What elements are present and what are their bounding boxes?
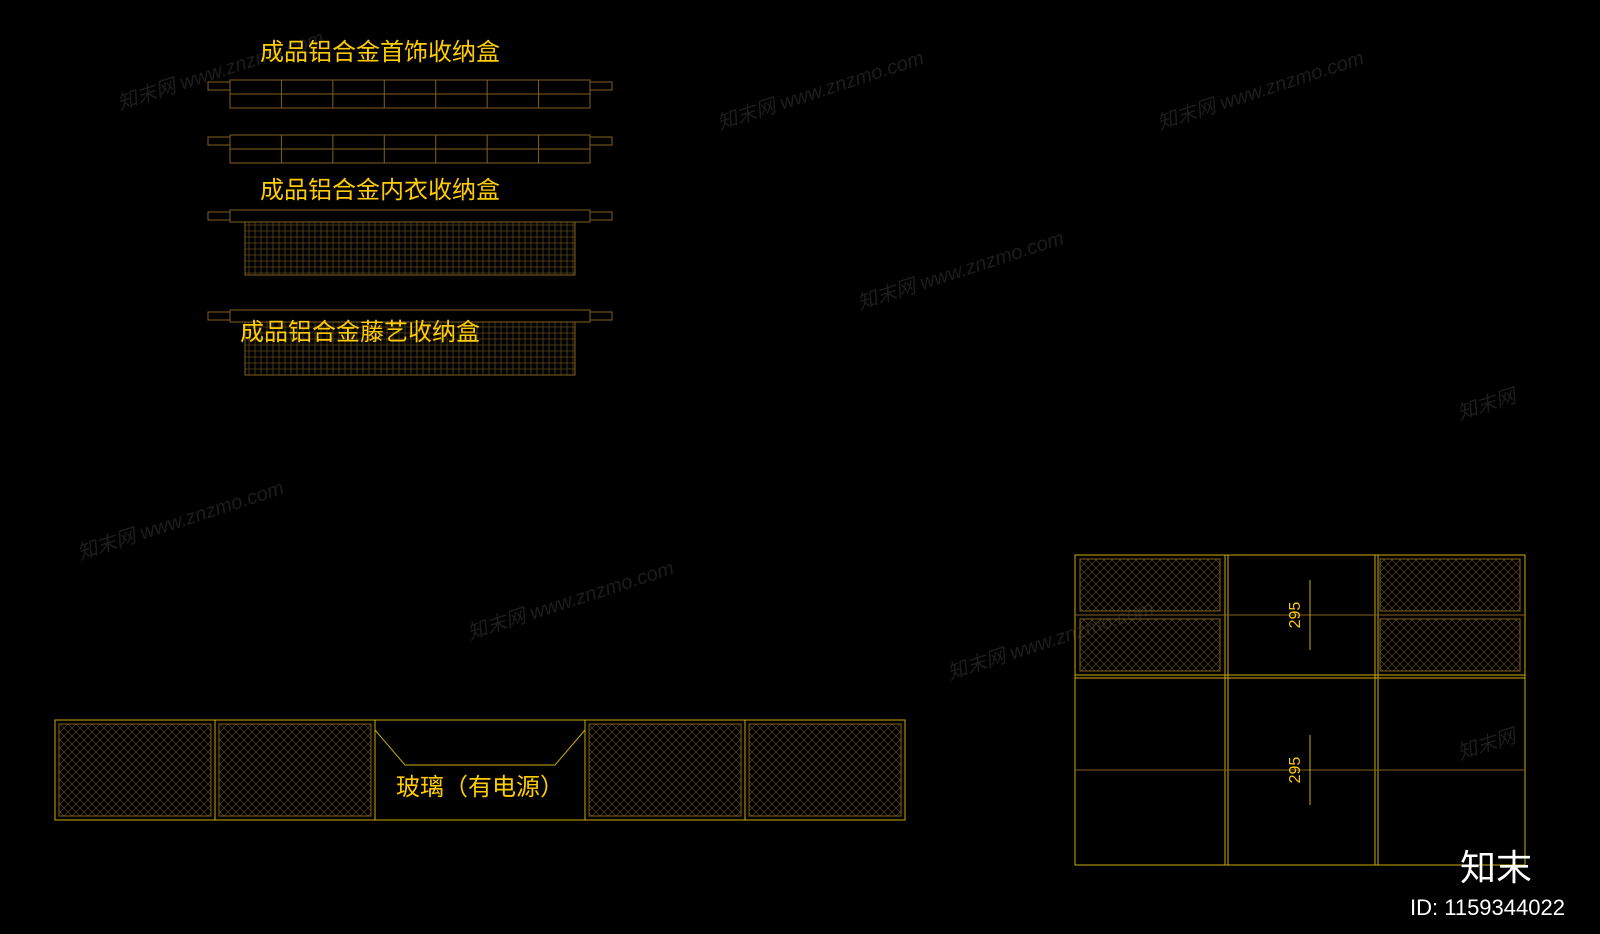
svg-text:成品铝合金内衣收纳盒: 成品铝合金内衣收纳盒 bbox=[260, 177, 500, 204]
svg-text:知末网 www.znzmo.com: 知末网 www.znzmo.com bbox=[855, 227, 1067, 315]
wide-cabinet-group: 玻璃（有电源） bbox=[55, 720, 905, 820]
storage-boxes-group: 成品铝合金首饰收纳盒成品铝合金内衣收纳盒成品铝合金藤艺收纳盒 bbox=[208, 39, 612, 375]
svg-text:295: 295 bbox=[1287, 757, 1304, 784]
watermark-layer: 知末网 www.znzmo.com 知末网 www.znzmo.com 知末网 ww… bbox=[75, 27, 1522, 765]
svg-text:成品铝合金首饰收纳盒: 成品铝合金首饰收纳盒 bbox=[260, 39, 500, 66]
svg-text:295: 295 bbox=[1287, 602, 1304, 629]
svg-text:知末网: 知末网 bbox=[1455, 724, 1522, 764]
svg-text:成品铝合金藤艺收纳盒: 成品铝合金藤艺收纳盒 bbox=[240, 319, 480, 346]
svg-text:知末网: 知末网 bbox=[1455, 384, 1522, 424]
svg-text:玻璃（有电源）: 玻璃（有电源） bbox=[396, 774, 564, 801]
svg-text:知末网 www.znzmo.com: 知末网 www.znzmo.com bbox=[465, 557, 677, 645]
asset-id: ID: 1159344022 bbox=[1410, 895, 1565, 920]
cad-canvas: 知末网 www.znzmo.com 知末网 www.znzmo.com 知末网 ww… bbox=[0, 0, 1600, 934]
svg-text:知末网 www.znzmo.com: 知末网 www.znzmo.com bbox=[75, 477, 287, 565]
svg-text:知末网 www.znzmo.com: 知末网 www.znzmo.com bbox=[715, 47, 927, 135]
svg-text:知末网 www.znzmo.com: 知末网 www.znzmo.com bbox=[1155, 47, 1367, 135]
right-cabinet-group: 295 295 bbox=[1075, 555, 1525, 865]
brand-logo-text: 知末 bbox=[1460, 847, 1532, 888]
